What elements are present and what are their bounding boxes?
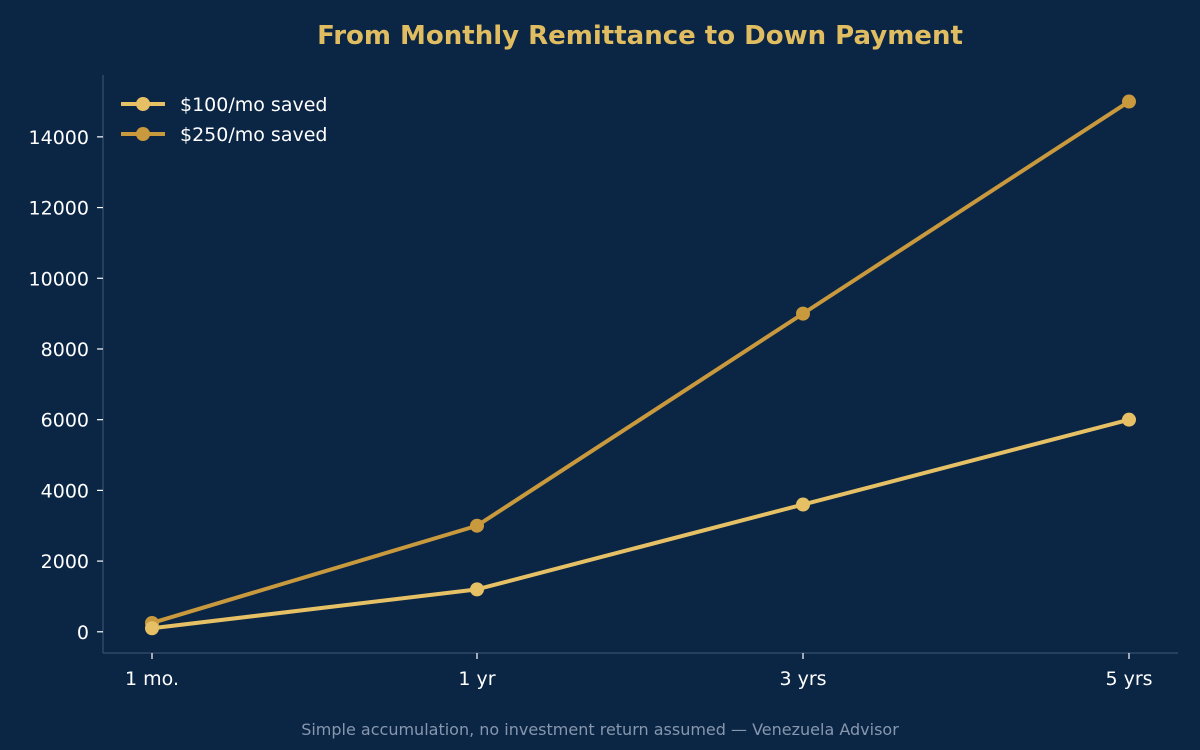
series-1-point: [1122, 412, 1136, 427]
legend-item-2: $250/mo saved: [121, 124, 327, 146]
y-tick-label: 4000: [41, 480, 89, 502]
series-1-point: [145, 621, 159, 636]
series-2-point: [470, 518, 484, 533]
series-1-point: [796, 497, 810, 512]
x-tick-label: 5 yrs: [1105, 668, 1152, 690]
chart-title: From Monthly Remittance to Down Payment: [317, 21, 963, 51]
y-tick-label: 6000: [41, 410, 89, 432]
y-tick-label: 12000: [29, 198, 89, 220]
legend-item-1: $100/mo saved: [121, 94, 327, 116]
x-tick-label: 1 yr: [458, 668, 495, 690]
series-1-line: [150, 417, 1131, 631]
series-1-point: [470, 582, 484, 597]
legend-swatch-marker: [136, 127, 150, 141]
series-lines: [145, 94, 1136, 636]
series-2-point: [796, 306, 810, 321]
y-tick-label: 0: [77, 622, 89, 644]
chart-footer: Simple accumulation, no investment retur…: [301, 720, 899, 739]
y-tick-label: 8000: [41, 339, 89, 361]
x-tick-label: 3 yrs: [779, 668, 826, 690]
legend: $100/mo saved $250/mo saved: [121, 94, 327, 146]
y-tick-label: 10000: [29, 268, 89, 290]
series-1-group: [145, 412, 1136, 636]
y-ticks: 0 2000 4000 6000 8000 10000 12000 14000: [29, 127, 103, 644]
legend-swatch-marker: [136, 97, 150, 111]
legend-label: $100/mo saved: [180, 94, 327, 116]
axes: [102, 75, 1178, 654]
series-2-group: [145, 94, 1136, 630]
x-tick-label: 1 mo.: [125, 668, 179, 690]
series-2-line: [150, 99, 1131, 625]
x-ticks: 1 mo. 1 yr 3 yrs 5 yrs: [125, 653, 1153, 690]
y-tick-label: 14000: [29, 127, 89, 149]
y-tick-label: 2000: [41, 551, 89, 573]
legend-label: $250/mo saved: [180, 124, 327, 146]
series-2-point: [1122, 94, 1136, 109]
